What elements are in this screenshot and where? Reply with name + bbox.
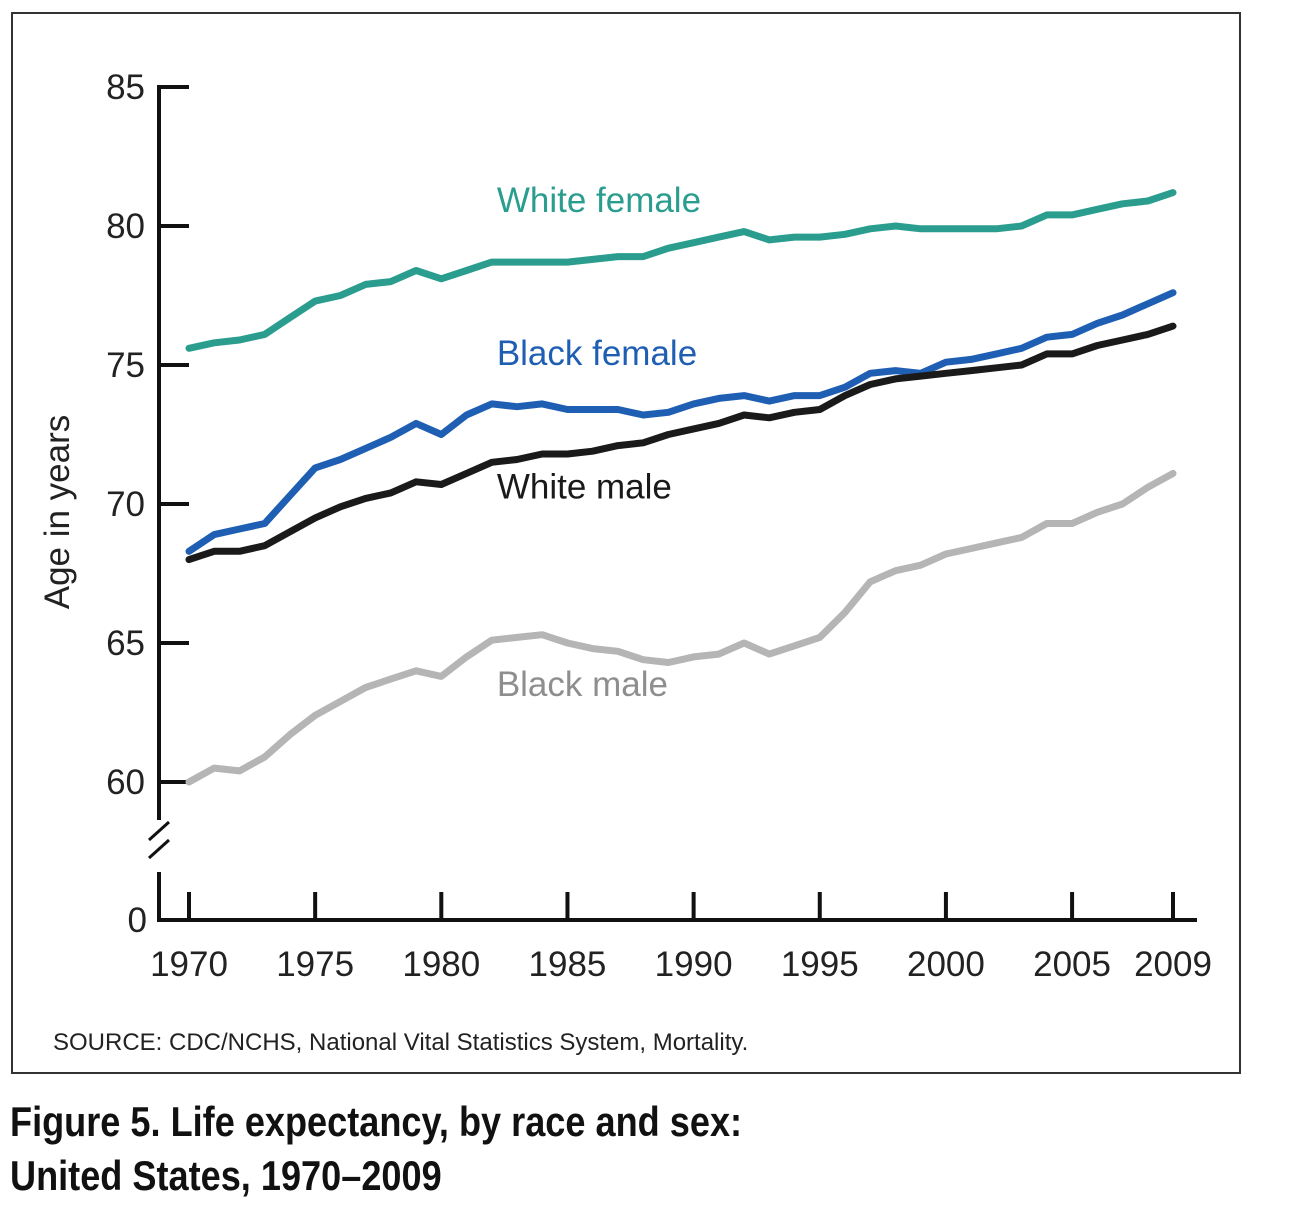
y-tick-label-60: 60 bbox=[106, 763, 145, 802]
axes: 0 60 65 70 75 80 85 1970 1975 1980 1985 1990 1995 200… bbox=[106, 68, 1212, 984]
series-line-black-female bbox=[185, 289, 1177, 555]
y-axis-title: Age in years bbox=[38, 415, 77, 610]
x-tick-label-1975: 1975 bbox=[276, 945, 354, 984]
series-label-black-male: Black male bbox=[497, 665, 668, 704]
caption-line-1: Figure 5. Life expectancy, by race and s… bbox=[10, 1098, 743, 1145]
series-line-white-male bbox=[185, 322, 1177, 564]
series-line-white-female bbox=[185, 189, 1177, 352]
x-tick-label-2000: 2000 bbox=[907, 945, 985, 984]
y-tick-label-0: 0 bbox=[128, 901, 147, 940]
x-tick-label-2005: 2005 bbox=[1033, 945, 1111, 984]
y-tick-label-70: 70 bbox=[106, 485, 145, 524]
y-tick-label-75: 75 bbox=[106, 346, 145, 385]
y-tick-label-65: 65 bbox=[106, 624, 145, 663]
axis-break-mark-lower bbox=[147, 838, 171, 860]
source-note: SOURCE: CDC/NCHS, National Vital Statist… bbox=[53, 1029, 749, 1056]
series-line-black-male bbox=[185, 469, 1177, 786]
x-tick-label-1970: 1970 bbox=[150, 945, 228, 984]
axis-break-mark-upper bbox=[147, 820, 171, 842]
y-tick-label-80: 80 bbox=[106, 207, 145, 246]
line-chart: 0 60 65 70 75 80 85 1970 1975 1980 1985 1990 1995 200… bbox=[38, 68, 1212, 984]
chart-frame: 0 60 65 70 75 80 85 1970 1975 1980 1985 1990 1995 200… bbox=[11, 12, 1241, 1074]
series-labels: White female Black female White male Black … bbox=[497, 181, 701, 704]
caption-line-2: United States, 1970–2009 bbox=[10, 1152, 442, 1199]
x-tick-label-1980: 1980 bbox=[402, 945, 480, 984]
series-label-white-male: White male bbox=[497, 467, 672, 506]
x-tick-label-1985: 1985 bbox=[529, 945, 607, 984]
x-tick-label-1995: 1995 bbox=[781, 945, 859, 984]
x-tick-label-1990: 1990 bbox=[655, 945, 733, 984]
series-label-white-female: White female bbox=[497, 181, 701, 220]
series-lines bbox=[185, 189, 1177, 786]
figure-caption: Figure 5. Life expectancy, by race and s… bbox=[10, 1095, 742, 1203]
x-tick-label-2009: 2009 bbox=[1134, 945, 1212, 984]
series-label-black-female: Black female bbox=[497, 334, 697, 373]
y-tick-label-85: 85 bbox=[106, 68, 145, 107]
